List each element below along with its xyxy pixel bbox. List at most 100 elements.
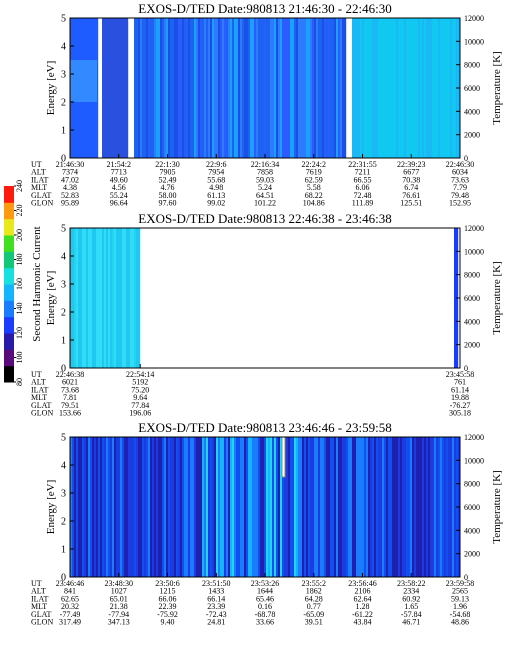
ephemeris-value: -72.43 xyxy=(206,610,227,619)
ephemeris-value: 99.02 xyxy=(207,199,225,208)
spectrogram-cell xyxy=(330,437,333,577)
spectrogram-cell xyxy=(168,18,171,158)
ephemeris-value: 23:53:26 xyxy=(251,579,279,588)
spectrogram-cell xyxy=(134,437,137,577)
spectrogram-cell xyxy=(328,18,331,158)
ephemeris-value: 52.49 xyxy=(159,175,177,184)
spectrogram-cell xyxy=(330,18,333,158)
spectrogram-cell xyxy=(368,437,371,577)
ephemeris-value: 60.92 xyxy=(402,594,420,603)
ephemeris-value: 1.65 xyxy=(404,602,418,611)
spectrogram-cell xyxy=(418,18,421,158)
spectrogram-cell xyxy=(180,18,183,158)
spectrogram-cell xyxy=(70,228,73,368)
spectrogram-cell xyxy=(306,18,309,158)
spectrogram-cell xyxy=(234,437,237,577)
spectrogram-cell xyxy=(442,18,445,158)
spectrogram-cell xyxy=(310,18,313,158)
spectrogram-cell xyxy=(194,18,197,158)
ephemeris-value: 70.38 xyxy=(402,175,420,184)
spectrogram-cell xyxy=(258,18,261,158)
ephemeris-value: 1027 xyxy=(111,587,127,596)
spectrogram-cell xyxy=(128,228,131,368)
spectrogram-cell xyxy=(228,18,231,158)
ephemeris-value: 55.24 xyxy=(110,191,128,200)
y2-tick-label: 0 xyxy=(464,154,468,163)
spectrogram-cell xyxy=(178,437,181,577)
row-label: GLON xyxy=(31,409,53,418)
spectrogram-cell xyxy=(286,18,289,158)
spectrogram-cell xyxy=(200,437,203,577)
spectrogram-cell xyxy=(282,437,285,577)
spectrogram-cell xyxy=(398,18,401,158)
spectrogram-cell xyxy=(190,18,193,158)
spectrogram-cell xyxy=(276,437,279,577)
ephemeris-value: 5192 xyxy=(132,378,148,387)
y-tick-label: 1 xyxy=(61,126,66,137)
ephemeris-value: 61.13 xyxy=(207,191,225,200)
spectrogram-cell xyxy=(402,18,405,158)
spectrogram-cell xyxy=(428,18,431,158)
spectrogram-cell xyxy=(448,18,451,158)
ephemeris-value: -77.94 xyxy=(108,610,129,619)
spectrogram-cell xyxy=(142,18,145,158)
y2-tick-label: 6000 xyxy=(464,84,480,93)
colorbar-tick-label: 100 xyxy=(15,352,24,364)
spectrogram-cell xyxy=(206,18,209,158)
ephemeris-value: 111.89 xyxy=(352,199,373,208)
spectrogram-cell xyxy=(374,18,377,158)
spectrogram-cell xyxy=(244,18,247,158)
spectrogram-cell xyxy=(170,18,173,158)
ephemeris-value: 23:50:6 xyxy=(155,579,179,588)
ephemeris-value: 7211 xyxy=(355,168,371,177)
spectrogram-cell xyxy=(150,437,153,577)
spectrogram-cell xyxy=(192,18,195,158)
spectrogram-cell xyxy=(362,437,365,577)
spectrogram-cell xyxy=(138,228,141,368)
spectrogram-cell xyxy=(146,437,149,577)
spectrogram-cell xyxy=(452,18,455,158)
ephemeris-value: 62.59 xyxy=(305,175,323,184)
spectrogram-cell xyxy=(164,18,167,158)
row-label: ILAT xyxy=(31,594,48,603)
spectrogram-cell xyxy=(78,228,81,368)
spectrogram-cell xyxy=(310,437,313,577)
spectrogram-cell xyxy=(294,18,297,158)
spectrogram-cell xyxy=(136,18,139,158)
spectrogram-cell xyxy=(154,18,157,158)
y2-tick-label: 8000 xyxy=(464,271,480,280)
spectrogram-cell xyxy=(236,437,239,577)
spectrogram-cell xyxy=(168,437,171,577)
spectrogram-cell xyxy=(108,18,111,158)
spectrogram-cell xyxy=(250,437,253,577)
spectrogram-cell xyxy=(358,18,361,158)
ephemeris-value: 48.86 xyxy=(451,618,469,627)
ephemeris-value: 2106 xyxy=(355,587,371,596)
y2-tick-label: 10000 xyxy=(464,37,484,46)
spectrogram-cell xyxy=(118,18,121,158)
spectrogram-cell xyxy=(130,228,133,368)
spectrogram-cell xyxy=(454,228,457,368)
row-label: GLAT xyxy=(31,610,52,619)
spectrogram-cell xyxy=(308,18,311,158)
spectrogram-cell xyxy=(206,437,209,577)
spectrogram-cell xyxy=(352,18,355,158)
spectrogram-cell xyxy=(188,18,191,158)
spectrogram-cell xyxy=(300,18,303,158)
ephemeris-value: -75.92 xyxy=(157,610,178,619)
spectrogram-cell xyxy=(446,18,449,158)
spectrogram-cell xyxy=(278,18,281,158)
spectrogram-cell xyxy=(340,437,343,577)
spectrogram-cell xyxy=(406,437,409,577)
ephemeris-value: 6021 xyxy=(62,378,78,387)
spectrogram-cell xyxy=(134,18,137,158)
spectrogram-cell xyxy=(266,437,269,577)
y-tick-label: 0 xyxy=(61,364,66,375)
ephemeris-value: 4.76 xyxy=(161,183,175,192)
ephemeris-value: 79.48 xyxy=(451,191,469,200)
spectrogram-cell xyxy=(390,437,393,577)
spectrogram-cell xyxy=(360,18,363,158)
ephemeris-value: 1644 xyxy=(257,587,273,596)
spectrogram-cell xyxy=(84,437,87,577)
spectrogram-cell xyxy=(358,437,361,577)
